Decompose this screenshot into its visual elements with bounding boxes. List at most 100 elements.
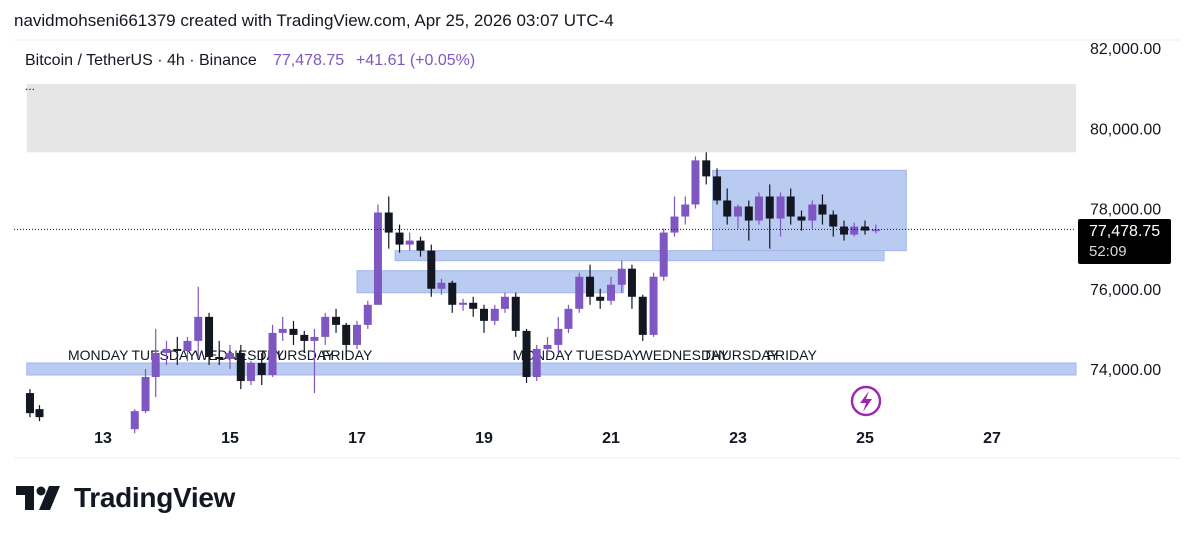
y-tick-label-4: 74,000.00 bbox=[1090, 362, 1161, 379]
candle-body bbox=[268, 332, 277, 376]
candle-65 bbox=[797, 210, 806, 231]
candle-64 bbox=[786, 188, 795, 225]
candle-51 bbox=[649, 272, 658, 337]
day-labels: MONDAYTUESDAYWEDNESDAYTHURSDAYFRIDAYMOND… bbox=[68, 347, 817, 363]
x-tick-label-0: 13 bbox=[94, 430, 112, 447]
candle-body bbox=[405, 240, 414, 245]
candle-body bbox=[257, 362, 266, 376]
zone-support-2 bbox=[394, 250, 885, 262]
candle-body bbox=[713, 176, 722, 201]
candle-body bbox=[850, 226, 859, 235]
candle-body bbox=[459, 302, 468, 305]
candle-body bbox=[554, 328, 563, 345]
candle-16 bbox=[278, 316, 287, 341]
candle-body bbox=[141, 377, 150, 412]
x-tick-label-2: 17 bbox=[348, 430, 366, 447]
legend-symbol: Bitcoin / TetherUS · 4h · Binance bbox=[25, 52, 257, 69]
candle-14 bbox=[257, 352, 266, 386]
candle-body bbox=[702, 160, 711, 177]
candle-body bbox=[532, 348, 541, 378]
candle-body bbox=[490, 308, 499, 321]
candle-body bbox=[162, 348, 171, 353]
candle-25 bbox=[373, 204, 382, 305]
candle-26 bbox=[384, 196, 393, 249]
candle-61 bbox=[754, 192, 763, 225]
candle-body bbox=[776, 196, 785, 219]
zones-layer bbox=[26, 84, 1077, 376]
x-tick-label-5: 23 bbox=[729, 430, 747, 447]
day-label-6: TUESDAY bbox=[576, 347, 642, 363]
candle-body bbox=[670, 216, 679, 233]
candle-body bbox=[691, 160, 700, 205]
symbol-legend[interactable]: Bitcoin / TetherUS · 4h · Binance 77,478… bbox=[25, 52, 475, 93]
candle-59 bbox=[734, 204, 742, 229]
candle-48 bbox=[617, 260, 626, 293]
candle-29 bbox=[416, 236, 425, 257]
legend-change: +41.61 (+0.05%) bbox=[356, 52, 475, 69]
candle-body bbox=[861, 226, 869, 231]
day-label-3: THURSDAY bbox=[259, 347, 336, 363]
candle-body bbox=[289, 328, 298, 335]
candle-58 bbox=[723, 188, 732, 225]
candle-38 bbox=[511, 292, 520, 337]
candle-body bbox=[575, 276, 584, 309]
candle-body bbox=[627, 268, 636, 297]
chart-area[interactable]: MONDAYTUESDAYWEDNESDAYTHURSDAYFRIDAYMOND… bbox=[0, 0, 1200, 460]
time-axis[interactable]: 13 15 17 19 21 23 25 27 bbox=[94, 430, 1001, 447]
lightning-icon[interactable] bbox=[850, 385, 882, 417]
candle-body bbox=[786, 196, 795, 217]
candle-24 bbox=[363, 300, 372, 329]
candle-body bbox=[808, 204, 817, 221]
price-axis[interactable]: 82,000.00 80,000.00 78,000.00 76,000.00 74,0… bbox=[1090, 41, 1161, 379]
candle-body bbox=[734, 206, 742, 217]
candle-63 bbox=[776, 192, 785, 237]
candle-50 bbox=[638, 294, 647, 341]
candle-body bbox=[384, 212, 393, 233]
y-tick-label-3: 76,000.00 bbox=[1090, 282, 1161, 299]
last-price-value: 77,478.75 bbox=[1089, 223, 1160, 240]
candle-23 bbox=[353, 320, 361, 349]
zone-support-3 bbox=[356, 270, 625, 294]
candle-body bbox=[183, 340, 192, 351]
bar-countdown: 52:09 bbox=[1089, 243, 1127, 260]
candle-11 bbox=[226, 344, 234, 369]
day-label-7: WEDNESDAY bbox=[640, 347, 730, 363]
candlestick-chart[interactable]: MONDAYTUESDAYWEDNESDAYTHURSDAYFRIDAYMOND… bbox=[0, 0, 1200, 460]
candle-body bbox=[649, 276, 658, 335]
candle-37 bbox=[500, 292, 509, 313]
candle-body bbox=[480, 308, 488, 321]
candle-body bbox=[596, 296, 605, 301]
candle-62 bbox=[765, 184, 774, 249]
candle-body bbox=[363, 304, 372, 325]
candle-body bbox=[373, 212, 382, 305]
legend-price: 77,478.75 bbox=[273, 52, 344, 69]
candle-body bbox=[173, 348, 182, 351]
candle-body bbox=[395, 232, 404, 245]
legend-more-dots[interactable]: ... bbox=[25, 79, 35, 93]
candle-69 bbox=[840, 220, 849, 241]
candle-body bbox=[215, 356, 224, 359]
candle-body bbox=[840, 226, 849, 235]
candle-body bbox=[871, 229, 880, 232]
candle-body bbox=[511, 296, 520, 331]
candle-9 bbox=[205, 312, 214, 365]
candle-28 bbox=[405, 232, 414, 251]
brand[interactable]: TradingView bbox=[16, 482, 235, 514]
candle-67 bbox=[818, 194, 827, 225]
candle-17 bbox=[289, 320, 298, 345]
candle-body bbox=[818, 204, 827, 215]
day-label-4: FRIDAY bbox=[322, 347, 373, 363]
candle-39 bbox=[522, 328, 531, 384]
candle-body bbox=[617, 268, 626, 285]
candle-53 bbox=[670, 196, 679, 237]
candle-body bbox=[310, 336, 319, 341]
chart-frame bbox=[14, 39, 1180, 459]
candle-19 bbox=[310, 328, 319, 394]
candle-body bbox=[236, 352, 245, 382]
candle-body bbox=[416, 240, 425, 251]
candle-68 bbox=[829, 210, 838, 237]
candle-56 bbox=[702, 152, 711, 185]
candle-32 bbox=[448, 280, 457, 313]
candle-22 bbox=[342, 322, 351, 357]
candle-body bbox=[332, 316, 341, 325]
